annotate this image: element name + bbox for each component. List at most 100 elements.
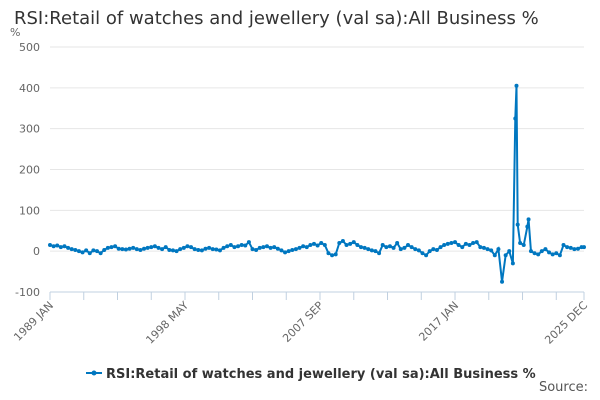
data-point xyxy=(384,245,389,250)
data-point xyxy=(460,245,465,250)
data-point xyxy=(293,247,298,252)
data-point xyxy=(355,243,360,248)
data-point xyxy=(69,247,74,252)
data-point xyxy=(427,249,432,254)
y-tick-label: 100 xyxy=(19,204,40,217)
data-point xyxy=(539,249,544,254)
data-point xyxy=(156,245,161,250)
data-point xyxy=(76,249,81,254)
data-point xyxy=(478,245,483,250)
data-point xyxy=(48,243,52,248)
data-point xyxy=(340,238,345,243)
data-point xyxy=(453,240,458,245)
data-point xyxy=(217,248,222,253)
data-point xyxy=(344,243,349,248)
data-point xyxy=(514,83,519,88)
data-point xyxy=(532,251,537,256)
data-point xyxy=(445,241,450,246)
data-point xyxy=(98,251,103,256)
data-point xyxy=(575,246,580,251)
data-point xyxy=(420,251,425,256)
data-point xyxy=(192,247,197,252)
data-point xyxy=(152,244,157,249)
data-point xyxy=(105,245,110,250)
data-point xyxy=(380,243,385,248)
data-point xyxy=(330,253,335,258)
data-point xyxy=(543,247,548,252)
data-point xyxy=(582,245,586,250)
data-point xyxy=(489,248,494,253)
data-point xyxy=(485,247,490,252)
data-point xyxy=(131,245,136,250)
data-point xyxy=(283,250,288,255)
data-point xyxy=(525,224,530,229)
data-point xyxy=(510,261,515,266)
data-point xyxy=(113,244,118,249)
data-point xyxy=(55,243,60,248)
data-point xyxy=(528,249,533,254)
data-point xyxy=(73,247,78,252)
data-point xyxy=(160,247,165,252)
data-point xyxy=(449,241,454,245)
data-point xyxy=(199,248,204,253)
data-point xyxy=(185,244,190,249)
data-point xyxy=(572,247,577,252)
data-point xyxy=(431,247,436,252)
data-point xyxy=(181,245,186,250)
source-label: Source: xyxy=(538,380,588,395)
data-point xyxy=(507,249,512,254)
data-point xyxy=(319,241,324,245)
data-point xyxy=(351,240,356,245)
data-point xyxy=(163,245,168,250)
data-point xyxy=(268,245,273,250)
data-point xyxy=(518,241,523,245)
data-point xyxy=(467,243,472,248)
data-point xyxy=(362,245,367,250)
data-point xyxy=(515,222,520,227)
data-point xyxy=(554,251,559,256)
data-point xyxy=(406,243,411,248)
data-point xyxy=(123,247,128,252)
legend-marker xyxy=(91,370,97,376)
data-point xyxy=(91,248,96,253)
x-tick-label: 1998 MAY xyxy=(143,299,191,347)
data-point xyxy=(58,245,63,250)
data-point xyxy=(304,245,309,250)
data-point xyxy=(377,251,382,256)
x-tick-label: 2007 SEP xyxy=(280,299,326,345)
data-point xyxy=(257,245,262,250)
data-point xyxy=(109,245,114,250)
data-point xyxy=(348,241,353,246)
data-point xyxy=(358,245,363,250)
data-point xyxy=(513,116,518,121)
x-tick-label: 2025 DEC xyxy=(542,299,590,347)
data-point xyxy=(221,245,226,250)
data-point xyxy=(526,217,531,222)
data-point xyxy=(471,241,476,245)
data-point xyxy=(463,241,468,246)
data-point xyxy=(167,247,172,252)
data-point xyxy=(51,244,56,249)
data-point xyxy=(210,247,215,252)
data-point xyxy=(456,243,461,248)
series-line xyxy=(49,85,584,282)
data-point xyxy=(496,247,501,252)
data-point xyxy=(62,244,67,249)
data-point xyxy=(434,247,439,252)
chart-title: RSI:Retail of watches and jewellery (val… xyxy=(14,8,539,29)
data-point xyxy=(275,246,280,251)
data-point xyxy=(196,247,201,252)
data-point xyxy=(500,279,505,284)
data-point xyxy=(116,246,121,251)
data-point xyxy=(326,251,331,256)
data-point xyxy=(536,252,541,257)
y-tick-label: 200 xyxy=(19,164,40,177)
data-point xyxy=(178,247,183,252)
data-point xyxy=(264,244,269,249)
data-point xyxy=(391,245,396,250)
data-point xyxy=(557,253,562,258)
data-point xyxy=(149,245,154,250)
data-point xyxy=(189,245,194,250)
y-tick-label: 400 xyxy=(19,82,40,95)
